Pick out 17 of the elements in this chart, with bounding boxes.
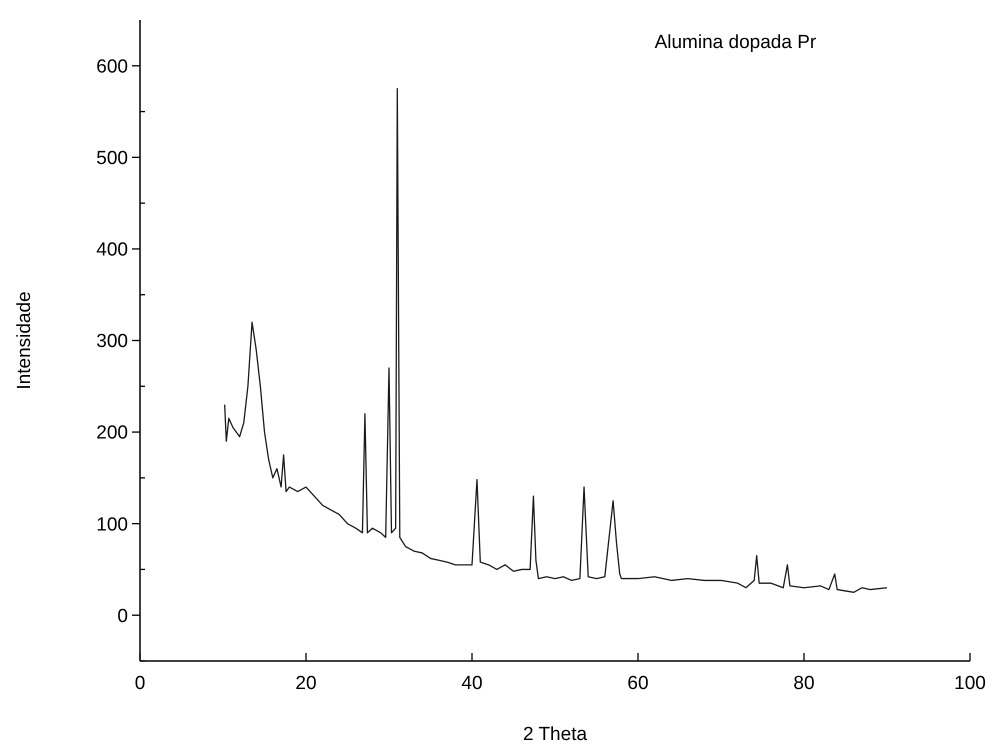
x-tick-label: 0 [134,673,146,694]
x-tick-label: 60 [627,673,649,694]
text: Alumina dopada Pr [654,32,817,53]
y-tick-label: 200 [96,422,128,444]
x-axis-title: 2 Theta [522,724,588,745]
y-tick-label: 600 [96,56,128,78]
y-tick-label: 500 [96,148,128,170]
x-tick-label: 80 [793,673,815,694]
y-tick-label: 100 [96,514,128,536]
x-tick-label: 20 [295,673,317,694]
y-tick-label: 0 [117,606,128,627]
x-tick-label: 40 [461,673,483,694]
y-axis-title: Intensidade [14,291,35,390]
x-tick-label: 100 [954,673,986,694]
y-tick-label: 400 [96,240,128,261]
line-series [224,88,888,593]
y-tick-label: 300 [96,331,128,352]
